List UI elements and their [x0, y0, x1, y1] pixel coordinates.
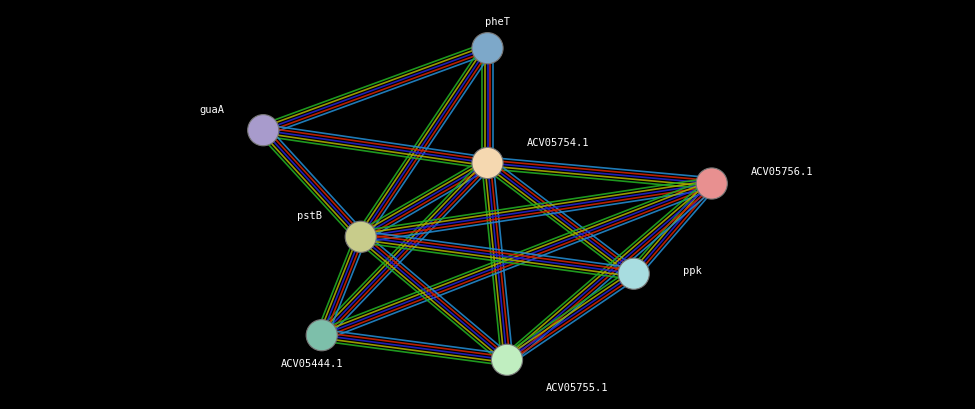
Ellipse shape [248, 115, 279, 146]
Text: guaA: guaA [199, 105, 224, 115]
Text: ACV05754.1: ACV05754.1 [526, 137, 589, 147]
Ellipse shape [696, 169, 727, 200]
Text: ACV05444.1: ACV05444.1 [281, 358, 343, 368]
Ellipse shape [472, 148, 503, 179]
Text: ACV05755.1: ACV05755.1 [546, 382, 608, 392]
Ellipse shape [618, 258, 649, 290]
Text: pheT: pheT [485, 17, 510, 27]
Text: pstB: pstB [296, 211, 322, 221]
Ellipse shape [306, 320, 337, 351]
Ellipse shape [472, 34, 503, 65]
Ellipse shape [345, 222, 376, 253]
Ellipse shape [491, 344, 523, 375]
Text: ppk: ppk [682, 265, 701, 275]
Text: ACV05756.1: ACV05756.1 [751, 167, 813, 177]
